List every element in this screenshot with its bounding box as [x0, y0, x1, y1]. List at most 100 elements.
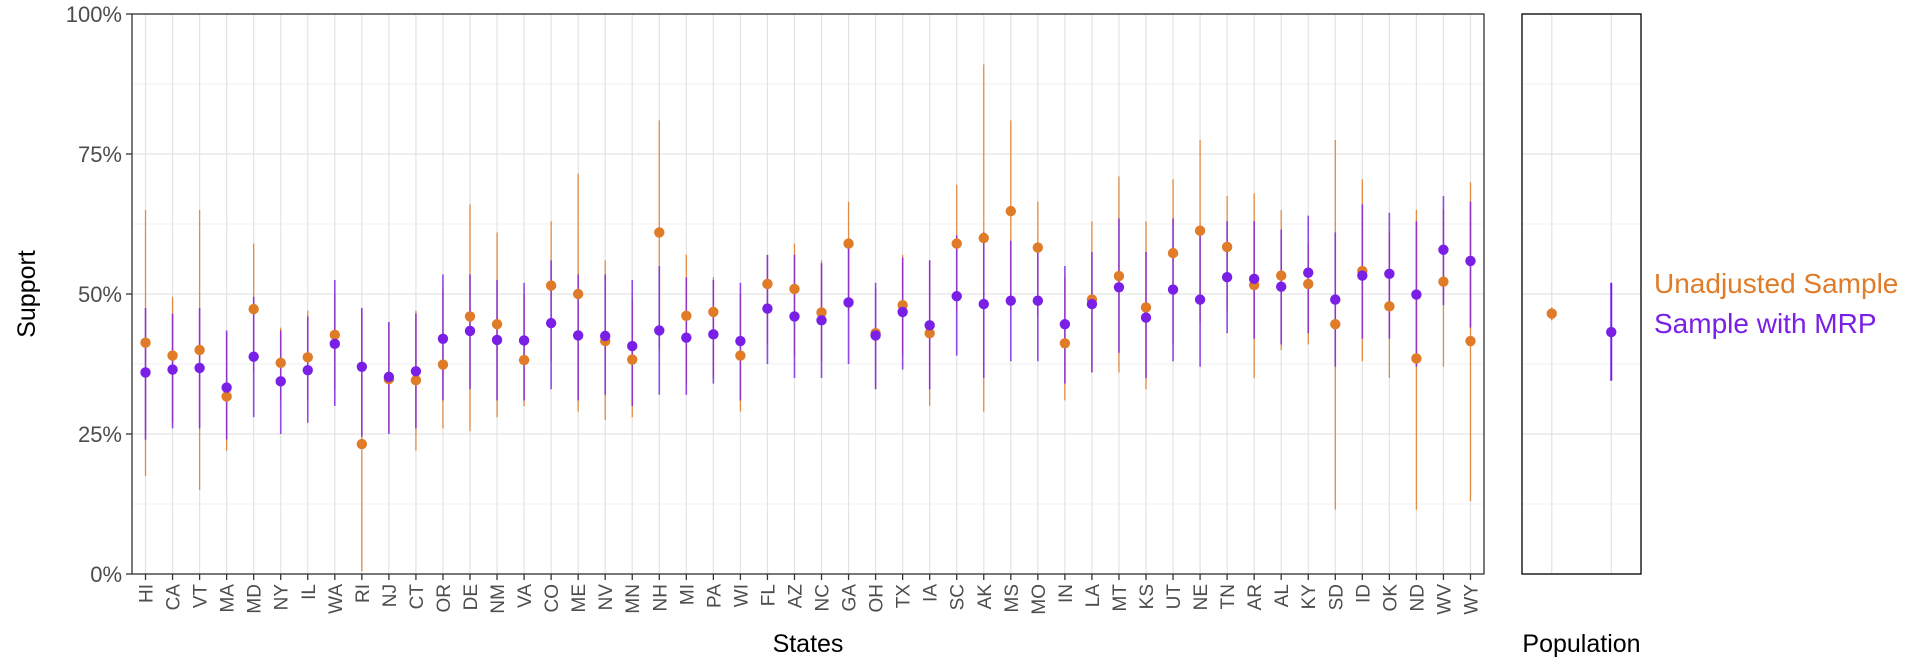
data-point	[572, 330, 584, 341]
population-panel-border	[1521, 13, 1642, 575]
x-axis-title: States	[773, 630, 844, 658]
data-point	[248, 303, 259, 315]
data-point	[1276, 270, 1287, 281]
data-point	[1005, 295, 1016, 306]
data-point	[1276, 281, 1287, 292]
x-tick-label: KS	[1137, 584, 1158, 609]
y-axis-ticks: 0% 25% 50% 75% 100%	[66, 2, 132, 587]
data-point	[627, 354, 638, 365]
x-tick-label: SC	[948, 584, 969, 610]
main-error-bars	[144, 64, 1472, 572]
data-point	[248, 351, 259, 362]
x-tick-label: VT	[191, 584, 212, 609]
data-point	[1465, 335, 1476, 347]
data-point	[843, 238, 854, 249]
data-point	[518, 354, 530, 366]
data-point	[1248, 273, 1260, 285]
data-point	[1059, 319, 1071, 330]
data-point	[681, 310, 692, 322]
x-tick-label: HI	[137, 584, 158, 603]
data-point	[816, 307, 827, 318]
data-point	[762, 303, 773, 314]
x-tick-label: OH	[867, 584, 888, 613]
data-point	[654, 325, 665, 336]
x-tick-label: AR	[1245, 584, 1266, 610]
data-point	[1438, 244, 1449, 255]
population-grid	[1522, 13, 1641, 575]
x-tick-label: ID	[1353, 584, 1374, 603]
data-point	[897, 306, 908, 318]
data-point	[140, 337, 151, 348]
x-tick-label: ME	[569, 584, 590, 613]
data-point	[275, 357, 286, 369]
x-tick-label: LA	[1083, 584, 1104, 608]
x-tick-label: IN	[1056, 584, 1077, 603]
data-point	[1330, 294, 1341, 305]
data-point	[437, 333, 449, 344]
x-tick-label: NY	[272, 584, 293, 611]
x-tick-label: CA	[164, 584, 185, 611]
x-tick-label: RI	[353, 584, 374, 603]
x-tick-label: NV	[596, 584, 617, 611]
data-point	[951, 238, 962, 249]
x-tick-label: IL	[299, 584, 320, 600]
x-tick-label: MO	[1029, 584, 1050, 615]
data-point	[978, 232, 989, 244]
data-point	[1167, 247, 1179, 259]
data-point	[464, 311, 476, 322]
y-tick-label: 0%	[90, 562, 122, 587]
x-axis-ticks: HI CA VT MA MD NY IL WA RI NJ CT OR DE NM VA CO ME NV MN NH…	[137, 574, 1482, 615]
data-point	[491, 319, 503, 330]
data-point	[356, 438, 368, 450]
x-tick-label: OK	[1380, 584, 1401, 612]
x-tick-label: ND	[1407, 584, 1428, 611]
data-point	[275, 376, 286, 387]
data-point	[491, 334, 503, 346]
data-point	[978, 298, 989, 310]
data-point	[302, 364, 313, 376]
data-point	[1303, 278, 1314, 290]
x-tick-label: PA	[704, 584, 725, 608]
data-point	[1221, 241, 1233, 253]
x-tick-label: NJ	[380, 584, 401, 607]
x-tick-label: WV	[1434, 584, 1455, 615]
data-point	[1194, 225, 1206, 236]
data-point	[167, 364, 178, 375]
data-point	[221, 382, 232, 393]
data-point	[194, 344, 205, 356]
x-tick-label: TN	[1218, 584, 1239, 609]
data-point	[654, 227, 665, 238]
data-point	[221, 391, 232, 402]
y-tick-label: 25%	[78, 422, 122, 447]
population-marks	[1546, 282, 1617, 381]
data-point	[518, 335, 530, 346]
x-tick-label: KY	[1299, 584, 1320, 610]
x-tick-label: AZ	[785, 584, 806, 609]
data-point	[870, 330, 881, 341]
x-tick-label: GA	[840, 584, 861, 612]
data-point	[1221, 272, 1233, 283]
x-tick-label: WA	[326, 584, 347, 614]
x-tick-label: CT	[407, 584, 428, 610]
data-point	[464, 325, 476, 337]
legend-sample-with-mrp: Sample with MRP	[1654, 308, 1877, 339]
population-mrp-point	[1606, 326, 1617, 338]
data-point	[410, 375, 422, 386]
data-point	[924, 320, 935, 331]
data-point	[816, 315, 827, 326]
data-point	[1465, 255, 1476, 267]
main-points	[140, 205, 1476, 450]
data-point	[1411, 353, 1422, 364]
x-tick-label: DE	[461, 584, 482, 610]
x-tick-label: MI	[677, 584, 698, 605]
data-point	[167, 350, 178, 361]
data-point	[843, 297, 854, 308]
data-point	[951, 291, 962, 302]
data-point	[1032, 242, 1044, 253]
data-point	[1330, 319, 1341, 330]
x-tick-label: MT	[1110, 584, 1131, 612]
x-tick-label: MA	[218, 584, 239, 613]
population-unadjusted-point	[1546, 308, 1557, 319]
data-point	[356, 361, 368, 372]
data-point	[1005, 205, 1016, 217]
